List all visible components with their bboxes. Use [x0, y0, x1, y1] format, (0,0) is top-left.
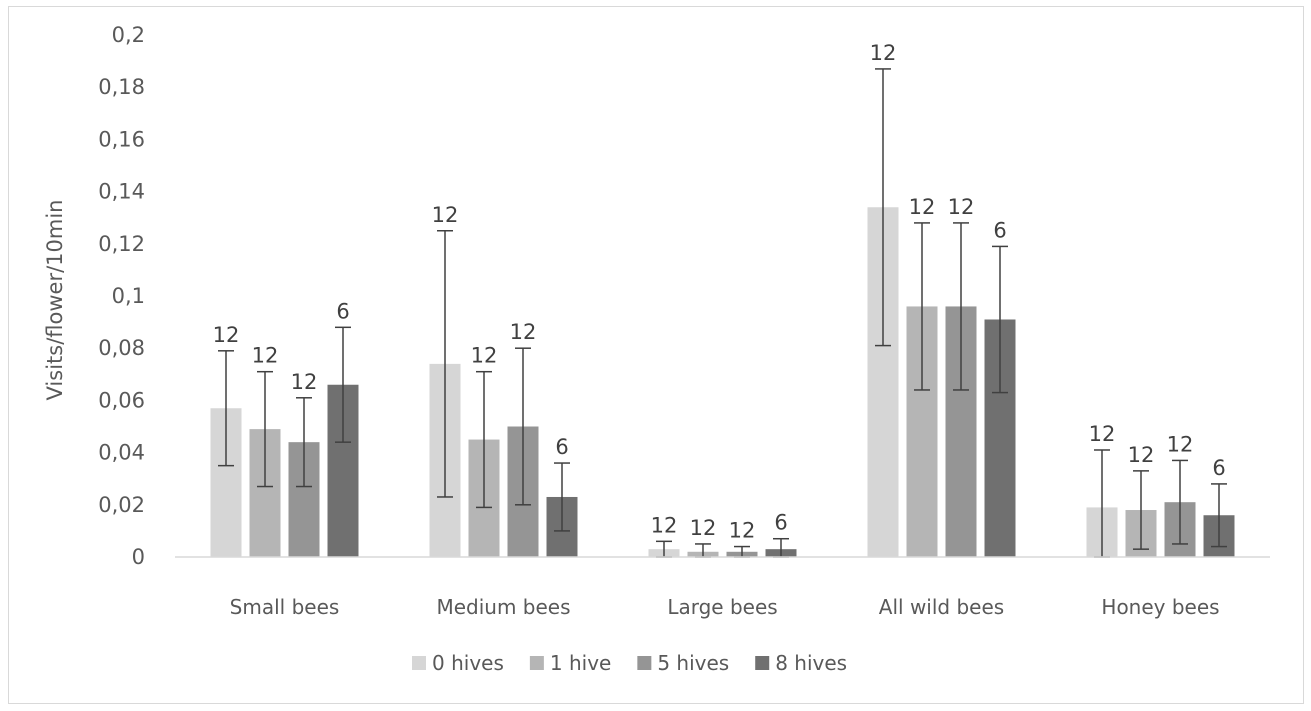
- data-label: 12: [909, 195, 936, 219]
- legend: 0 hives 1 hive 5 hives 8 hives: [412, 651, 847, 675]
- y-tick-label: 0,16: [98, 127, 145, 151]
- data-label: 12: [651, 513, 678, 537]
- category-label: Medium bees: [436, 595, 570, 619]
- y-tick-label: 0,1: [112, 284, 145, 308]
- data-labels: 12 12 12 6 12 12 12 6 12 12 12 6 12 12 12 6 12 12 12 6: [213, 41, 1226, 543]
- y-ticks: 0 0,02 0,04 0,06 0,08 0,1 0,12 0,14 0,16 0,18 0,2: [98, 23, 145, 569]
- x-categories: Small bees Medium bees Large bees All wild …: [230, 595, 1220, 619]
- category-label: All wild bees: [879, 595, 1004, 619]
- data-label: 6: [555, 435, 568, 459]
- data-label: 6: [1212, 456, 1225, 480]
- data-label: 12: [870, 41, 897, 65]
- data-label: 12: [213, 323, 240, 347]
- y-tick-label: 0,04: [98, 441, 145, 465]
- category-label: Honey bees: [1101, 595, 1219, 619]
- legend-swatch: [412, 656, 426, 670]
- y-tick-label: 0,12: [98, 232, 145, 256]
- data-label: 12: [948, 195, 975, 219]
- y-tick-label: 0,08: [98, 336, 145, 360]
- y-tick-label: 0,18: [98, 75, 145, 99]
- data-label: 12: [252, 344, 279, 368]
- legend-label: 0 hives: [432, 651, 504, 675]
- data-label: 6: [993, 218, 1006, 242]
- data-label: 12: [1167, 432, 1194, 456]
- legend-label: 8 hives: [775, 651, 847, 675]
- category-label: Small bees: [230, 595, 340, 619]
- legend-swatch: [755, 656, 770, 670]
- y-tick-label: 0,2: [112, 23, 145, 47]
- data-label: 12: [1128, 443, 1155, 467]
- chart-frame: [8, 6, 1304, 704]
- y-tick-label: 0,06: [98, 388, 145, 412]
- data-label: 12: [510, 320, 537, 344]
- legend-label: 1 hive: [550, 651, 611, 675]
- error-bars: [218, 68, 1227, 558]
- category-label: Large bees: [667, 595, 777, 619]
- data-label: 6: [774, 511, 787, 535]
- data-label: 6: [336, 299, 349, 323]
- data-label: 12: [690, 516, 717, 540]
- legend-swatch: [529, 656, 544, 670]
- data-label: 12: [471, 344, 498, 368]
- y-axis-title: Visits/flower/10min: [43, 200, 67, 401]
- y-tick-label: 0: [132, 545, 145, 569]
- y-tick-label: 0,14: [98, 180, 145, 204]
- legend-swatch: [637, 656, 652, 670]
- y-tick-label: 0,02: [98, 493, 145, 517]
- data-label: 12: [1089, 422, 1116, 446]
- data-label: 12: [729, 519, 756, 543]
- legend-label: 5 hives: [657, 651, 729, 675]
- bars: [210, 207, 1235, 557]
- data-label: 12: [291, 370, 318, 394]
- data-label: 12: [432, 203, 459, 227]
